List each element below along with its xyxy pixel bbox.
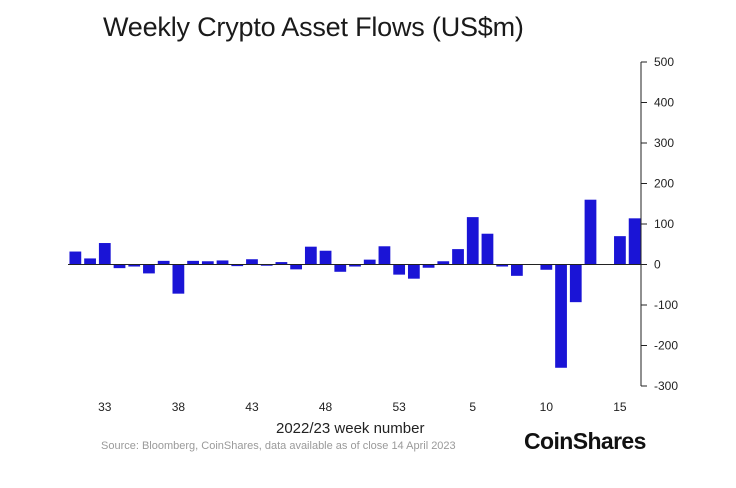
bar-41 <box>216 260 229 265</box>
y-axis-ticks: 500 400 300 200 100 0 -100 -200 -300 <box>641 55 678 393</box>
bar-11 <box>555 264 567 368</box>
x-tick-label: 53 <box>392 400 406 414</box>
bar-33 <box>98 243 111 265</box>
bar-51 <box>363 259 376 265</box>
bar-31 <box>69 251 82 265</box>
bar-4 <box>452 249 464 265</box>
bar-42 <box>231 264 244 267</box>
bar-46 <box>290 264 303 270</box>
bar-44 <box>260 264 273 266</box>
bar-5 <box>466 217 479 265</box>
bar-50 <box>349 264 361 267</box>
bar-35 <box>128 264 141 267</box>
source-note: Source: Bloomberg, CoinShares, data avai… <box>101 440 456 452</box>
bar-38 <box>172 264 185 294</box>
x-axis-label: 2022/23 week number <box>276 420 425 437</box>
y-tick-label: 0 <box>654 258 661 272</box>
bar-48 <box>319 250 332 265</box>
bar-45 <box>275 262 288 265</box>
y-tick-label: -300 <box>654 379 678 393</box>
bar-12 <box>569 264 582 303</box>
bar-47 <box>304 246 317 265</box>
bar-1 <box>407 264 420 279</box>
bar-7 <box>496 264 509 267</box>
bar-53 <box>393 264 406 275</box>
y-tick-label: 100 <box>654 217 674 231</box>
bar-32 <box>84 258 96 265</box>
bar-37 <box>157 260 170 265</box>
bar-52 <box>378 246 391 265</box>
bar-3 <box>437 261 450 265</box>
bar-38 <box>628 218 641 265</box>
y-tick-label: 300 <box>654 136 674 150</box>
x-tick-label: 48 <box>319 400 333 414</box>
bar-6 <box>481 233 494 265</box>
x-tick-label: 43 <box>245 400 259 414</box>
coinshares-logo: CoinShares <box>524 428 646 454</box>
y-tick-label: -200 <box>654 339 678 353</box>
bar-10 <box>540 264 553 270</box>
bar-13 <box>584 199 597 265</box>
x-tick-label: 38 <box>172 400 186 414</box>
x-tick-label: 5 <box>469 400 476 414</box>
bar-49 <box>334 264 347 272</box>
bar-34 <box>113 264 126 269</box>
y-tick-label: 400 <box>654 96 674 110</box>
x-tick-label: 33 <box>98 400 112 414</box>
bar-15 <box>614 236 626 265</box>
bar-8 <box>511 264 523 276</box>
x-tick-label: 10 <box>540 400 554 414</box>
x-axis-ticks: 33 38 43 48 53 5 10 15 <box>98 400 627 414</box>
bar-40 <box>201 261 214 265</box>
x-tick-label: 15 <box>613 400 627 414</box>
bar-2 <box>422 264 435 268</box>
bar-39 <box>187 260 199 265</box>
chart-title: Weekly Crypto Asset Flows (US$m) <box>103 12 524 42</box>
bar-36 <box>143 264 155 274</box>
bar-series <box>69 199 641 368</box>
bar-43 <box>246 259 258 265</box>
y-tick-label: 500 <box>654 55 674 69</box>
bar-chart: 500 400 300 200 100 0 -100 -200 -300 33 38 43 48 53 5… <box>68 55 678 414</box>
y-tick-label: -100 <box>654 298 678 312</box>
y-tick-label: 200 <box>654 177 674 191</box>
